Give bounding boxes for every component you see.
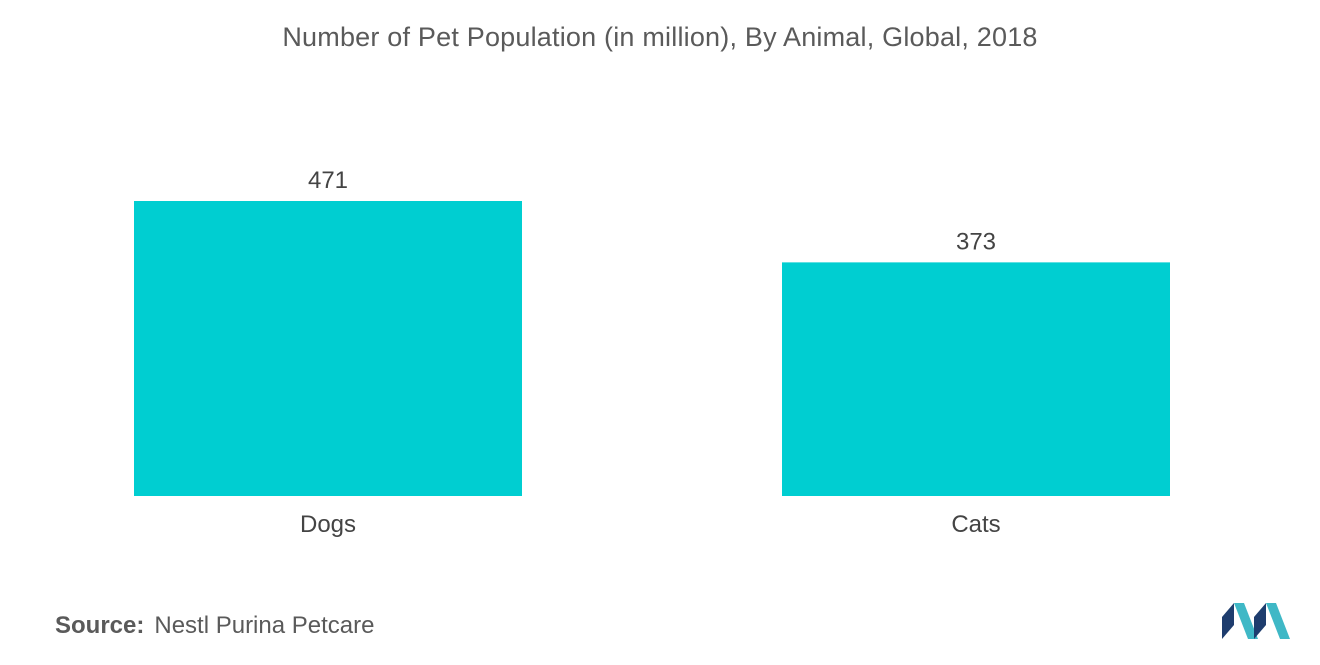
category-label-cats: Cats: [951, 511, 1000, 538]
bar-cats: [782, 262, 1170, 496]
data-label-cats: 373: [956, 228, 996, 255]
mordor-intelligence-logo-icon: [1222, 603, 1290, 639]
category-label-dogs: Dogs: [300, 511, 356, 538]
data-label-dogs: 471: [308, 167, 348, 194]
source-text: Nestl Purina Petcare: [154, 612, 375, 639]
source-note: Source: Nestl Purina Petcare: [55, 612, 374, 640]
source-label: Source:: [55, 612, 145, 639]
chart-title: Number of Pet Population (in million), B…: [282, 22, 1038, 52]
bar-dogs: [134, 201, 522, 496]
